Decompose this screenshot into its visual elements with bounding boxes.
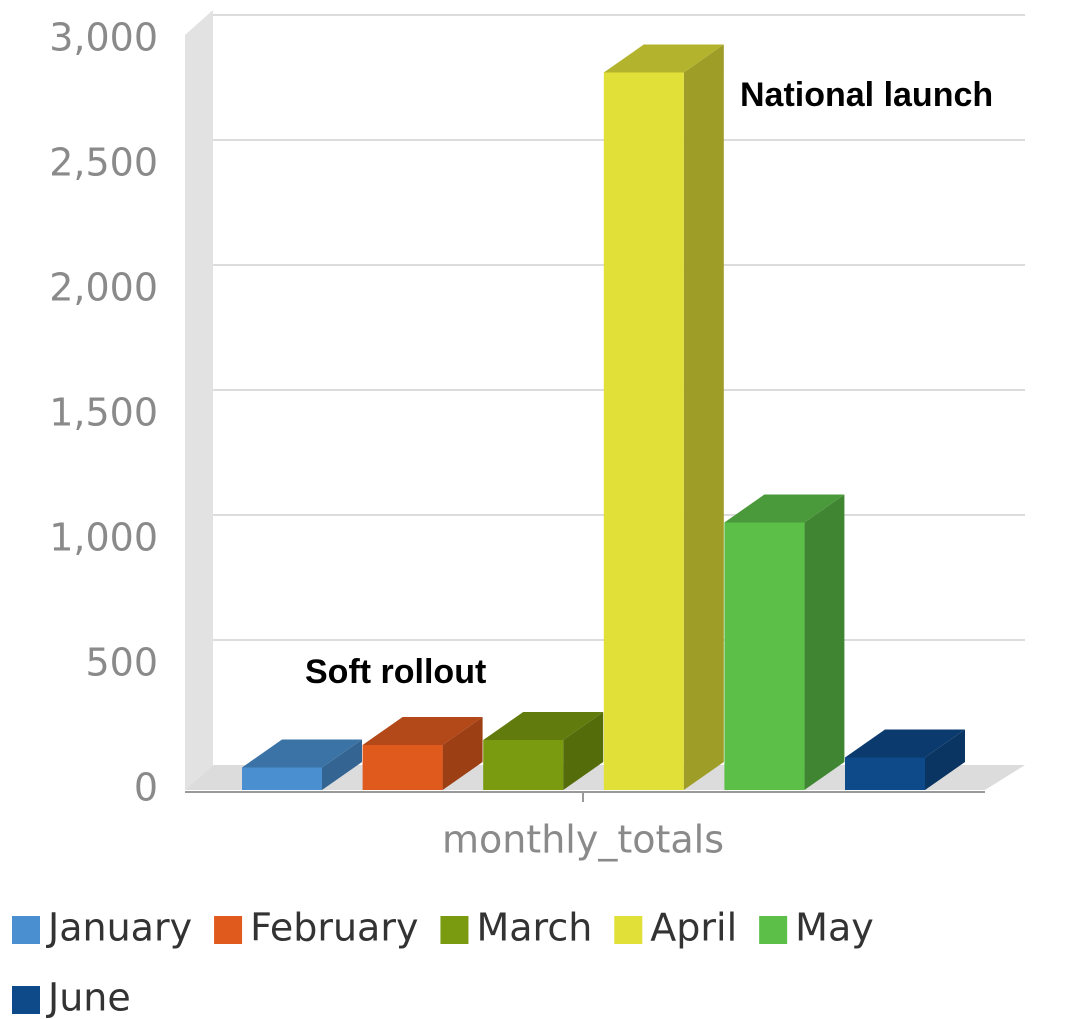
bar-top [483, 712, 604, 740]
bar-side [804, 494, 845, 790]
bar [483, 740, 564, 790]
legend-label: June [46, 976, 131, 1019]
legend-swatch [440, 916, 469, 944]
bar-side [322, 739, 362, 790]
bar-side [563, 712, 604, 790]
y-tick-label: 500 [85, 641, 158, 685]
legend-swatch [614, 916, 643, 944]
annotation: National launch [740, 76, 993, 114]
legend-swatch [759, 916, 788, 944]
bar [362, 745, 443, 790]
bar-side [442, 717, 483, 790]
x-category-label: monthly_totals [442, 818, 724, 862]
bar-top [724, 494, 845, 523]
bar [603, 72, 684, 790]
y-tick-label: 2,500 [49, 141, 158, 185]
annotation: Soft rollout [305, 653, 486, 691]
y-tick-label: 0 [134, 766, 158, 810]
legend-swatch [214, 916, 243, 944]
bar [845, 757, 925, 790]
bar-side [925, 729, 965, 790]
legend-label: February [250, 906, 418, 950]
legend-swatch [12, 986, 40, 1014]
legend-label: May [795, 906, 874, 950]
bar-side [683, 44, 724, 790]
left-wall [185, 10, 213, 790]
legend-swatch [12, 916, 40, 944]
bar-top [845, 729, 965, 758]
y-tick-label: 3,000 [49, 16, 158, 60]
bar-top [242, 739, 362, 768]
y-tick-label: 1,500 [49, 391, 158, 435]
legend-label: April [650, 906, 737, 950]
y-tick-label: 1,000 [49, 516, 158, 560]
bar-top [362, 717, 483, 745]
bar [242, 767, 322, 790]
legend-label: March [476, 906, 592, 950]
legend-label: January [46, 906, 192, 950]
bar [724, 522, 805, 790]
y-tick-label: 2,000 [49, 266, 158, 310]
bar-top [603, 44, 724, 73]
